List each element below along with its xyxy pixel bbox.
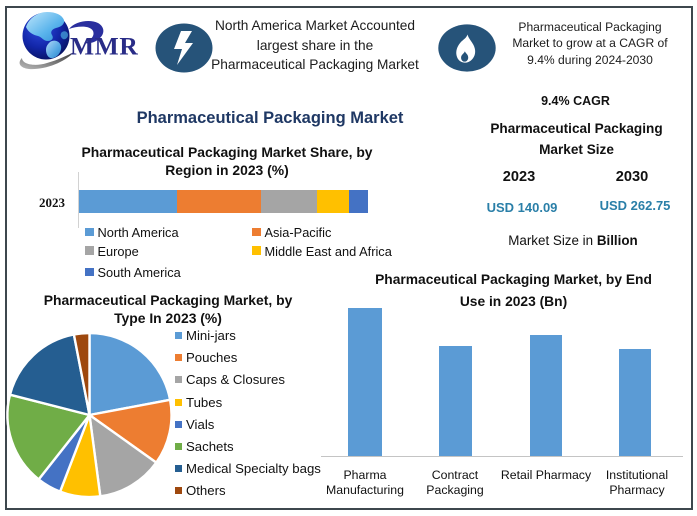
svg-text:MMR: MMR [70, 32, 138, 61]
